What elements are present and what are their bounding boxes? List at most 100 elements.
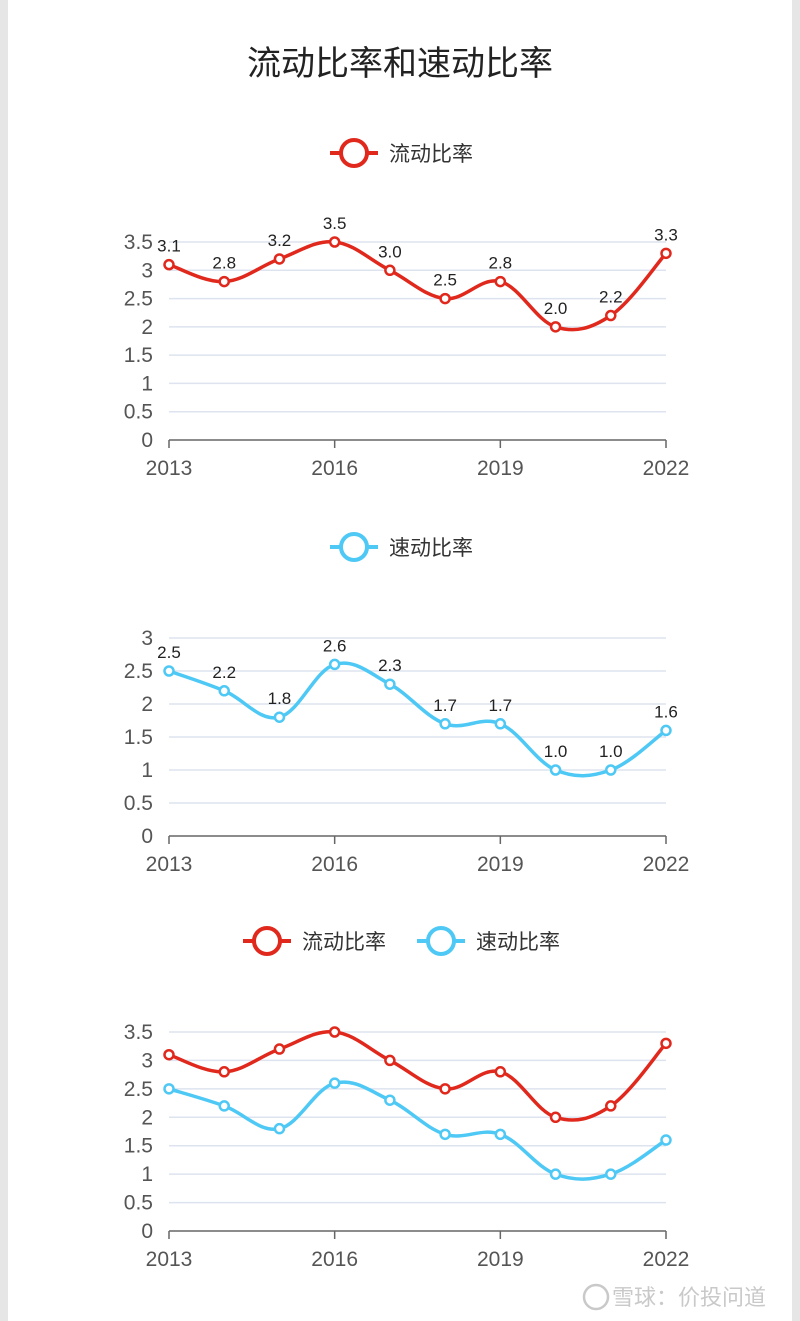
data-point bbox=[605, 1168, 617, 1180]
legend-item: 流动比率 bbox=[243, 926, 386, 956]
legend-label: 速动比率 bbox=[389, 536, 473, 560]
data-point bbox=[218, 685, 230, 697]
data-point bbox=[328, 658, 341, 671]
y-tick-label: 0.5 bbox=[124, 1192, 153, 1215]
data-point bbox=[494, 1066, 507, 1078]
legend-item: 流动比率 bbox=[330, 138, 473, 168]
y-tick-label: 2 bbox=[141, 316, 153, 339]
data-label: 2.8 bbox=[212, 254, 236, 273]
x-tick-label: 2013 bbox=[146, 1248, 193, 1271]
data-point bbox=[605, 1100, 617, 1112]
data-point bbox=[384, 264, 396, 277]
y-tick-label: 1.5 bbox=[124, 344, 153, 367]
data-point bbox=[660, 724, 672, 737]
data-point bbox=[163, 1083, 175, 1095]
data-point bbox=[384, 678, 396, 690]
legend-label: 流动比率 bbox=[389, 142, 473, 166]
y-tick-label: 0 bbox=[141, 429, 153, 452]
data-point bbox=[218, 275, 230, 288]
y-tick-label: 3 bbox=[141, 1049, 153, 1072]
series-line bbox=[168, 1030, 668, 1122]
data-point bbox=[439, 1128, 451, 1141]
data-label: 3.3 bbox=[654, 225, 678, 244]
y-tick-label: 2 bbox=[141, 1106, 153, 1129]
watermark: 雪球：价投问道 bbox=[582, 1283, 766, 1311]
y-tick-label: 1 bbox=[141, 759, 153, 782]
data-point bbox=[549, 764, 562, 776]
legend-marker-icon bbox=[339, 138, 369, 168]
data-point bbox=[384, 1094, 396, 1106]
data-point bbox=[439, 718, 451, 730]
data-label: 2.5 bbox=[433, 271, 457, 290]
data-label: 1.6 bbox=[654, 702, 678, 721]
y-tick-label: 2 bbox=[141, 693, 153, 716]
y-tick-label: 1 bbox=[141, 372, 153, 395]
data-label: 1.8 bbox=[268, 689, 292, 708]
data-point bbox=[384, 1054, 396, 1067]
legend-marker-icon bbox=[252, 926, 282, 956]
chart-page bbox=[8, 0, 792, 1321]
data-point bbox=[494, 275, 507, 288]
data-point bbox=[549, 321, 562, 333]
y-tick-label: 2.5 bbox=[124, 660, 153, 683]
x-tick-label: 2016 bbox=[311, 853, 358, 876]
data-point bbox=[494, 1128, 507, 1141]
y-tick-label: 1.5 bbox=[124, 1135, 153, 1158]
data-point bbox=[605, 309, 617, 322]
data-point bbox=[273, 1043, 286, 1055]
data-point bbox=[273, 253, 286, 265]
data-point bbox=[439, 292, 451, 305]
data-label: 1.7 bbox=[433, 696, 457, 715]
y-tick-label: 1 bbox=[141, 1163, 153, 1186]
chart-current-ratio: 流动比率 0 0.5 1 1.5 2 2.5 3 3.5 2013 2016 2019 2022 3.1 2… bbox=[124, 138, 690, 480]
series-line bbox=[168, 1080, 667, 1181]
x-tick-label: 2022 bbox=[643, 853, 690, 876]
data-point bbox=[163, 258, 175, 271]
data-label: 2.0 bbox=[544, 299, 568, 318]
data-label: 3.1 bbox=[157, 237, 181, 256]
y-tick-label: 0.5 bbox=[124, 401, 153, 424]
data-point bbox=[494, 718, 507, 730]
data-label: 2.8 bbox=[489, 254, 513, 273]
data-label: 1.7 bbox=[489, 696, 513, 715]
legend-label: 速动比率 bbox=[476, 930, 560, 954]
data-point bbox=[218, 1066, 230, 1078]
x-tick-label: 2016 bbox=[311, 457, 358, 480]
data-point bbox=[605, 764, 617, 776]
data-label: 2.2 bbox=[599, 288, 623, 307]
series-line bbox=[168, 661, 668, 778]
data-point bbox=[660, 247, 672, 260]
data-point bbox=[549, 1111, 562, 1124]
page-title: 流动比率和速动比率 bbox=[247, 44, 553, 84]
y-tick-label: 2.5 bbox=[124, 288, 153, 311]
y-tick-label: 0.5 bbox=[124, 792, 153, 815]
chart-combined: 流动比率 速动比率 0 0.5 1 1.5 2 2.5 3 3.5 2013 2016 2019 2022 bbox=[124, 926, 690, 1271]
x-tick-label: 2016 bbox=[311, 1248, 358, 1271]
data-point bbox=[163, 1048, 175, 1061]
y-tick-label: 0 bbox=[141, 1220, 153, 1243]
watermark-logo-icon bbox=[582, 1283, 610, 1311]
data-point bbox=[328, 1077, 341, 1089]
legend-marker-icon bbox=[339, 532, 369, 562]
x-tick-label: 2022 bbox=[643, 457, 690, 480]
legend-marker-icon bbox=[426, 926, 456, 956]
data-point bbox=[328, 236, 341, 248]
x-tick-label: 2013 bbox=[146, 853, 193, 876]
data-point bbox=[660, 1037, 672, 1050]
data-point bbox=[439, 1083, 451, 1095]
data-label: 3.2 bbox=[268, 231, 292, 250]
y-tick-label: 2.5 bbox=[124, 1078, 153, 1101]
y-tick-label: 3.5 bbox=[124, 1021, 153, 1044]
data-label: 2.6 bbox=[323, 636, 347, 655]
data-point bbox=[328, 1026, 341, 1038]
y-tick-label: 1.5 bbox=[124, 726, 153, 749]
legend-label: 流动比率 bbox=[302, 930, 386, 954]
legend-item: 速动比率 bbox=[417, 926, 560, 956]
x-tick-label: 2013 bbox=[146, 457, 193, 480]
data-label: 2.3 bbox=[378, 656, 402, 675]
data-point bbox=[163, 665, 175, 677]
data-point bbox=[218, 1100, 230, 1112]
x-tick-label: 2022 bbox=[643, 1248, 690, 1271]
data-point bbox=[273, 1122, 286, 1135]
y-tick-label: 3 bbox=[141, 627, 153, 650]
